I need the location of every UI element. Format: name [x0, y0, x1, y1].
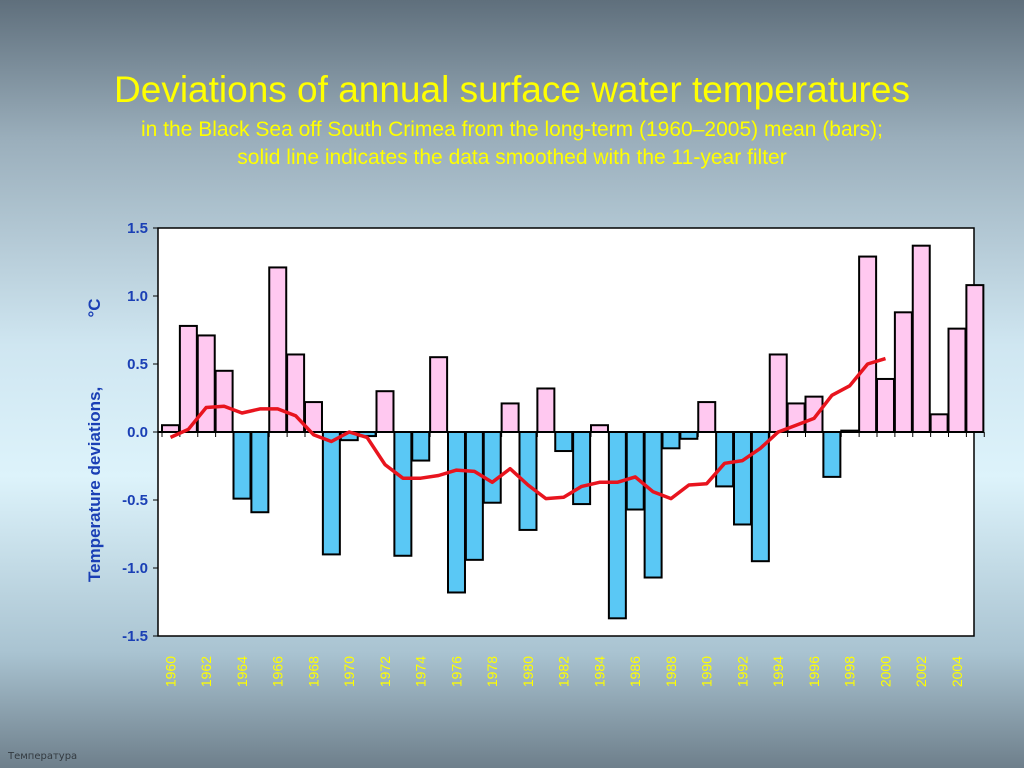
- bar-1991: [715, 431, 735, 488]
- y-tick-label: -0.5: [122, 492, 148, 509]
- bar-series: [161, 244, 985, 620]
- bar-1965: [250, 431, 270, 514]
- bar-1964: [232, 431, 252, 500]
- x-tick-label: 1962: [198, 656, 214, 687]
- bar-1981: [536, 387, 556, 434]
- y-tick-label: -1.0: [122, 560, 148, 577]
- bar-1976: [447, 431, 466, 594]
- bar-2005: [965, 284, 985, 433]
- footer-label: Температура: [8, 751, 78, 762]
- x-axis-ticks: 1960 1962 1964 1966 1968 1970 1972 1974 1976 1978…: [163, 656, 966, 687]
- bar-1975: [429, 356, 449, 434]
- bar-1983: [572, 431, 592, 506]
- x-tick-label: 1986: [627, 656, 643, 687]
- bar-1984: [590, 424, 609, 434]
- y-tick-label: 0.0: [127, 424, 148, 441]
- y-tick-label: 0.5: [127, 356, 148, 373]
- x-tick-label: 1970: [341, 656, 357, 687]
- x-tick-label: 1984: [592, 656, 608, 687]
- bar-2003: [929, 413, 949, 434]
- smoothed-line: [169, 356, 887, 501]
- x-tick-label: 1998: [842, 656, 858, 687]
- bar-2001: [893, 311, 913, 434]
- x-tick-label: 1964: [234, 656, 250, 687]
- bar-1979: [500, 402, 520, 434]
- x-tick-label: 1966: [270, 656, 286, 687]
- bar-1986: [625, 431, 645, 511]
- x-tick-label: 1988: [663, 656, 679, 687]
- subtitle-line-2: solid line indicates the data smoothed w…: [237, 146, 787, 169]
- bar-1997: [822, 431, 842, 478]
- x-tick-label: 1960: [163, 656, 179, 687]
- y-axis-label: Temperature deviations, °C: [85, 298, 104, 582]
- y-axis-ticks: 1.5 1.0 0.5 0.0 -0.5 -1.0 -1.5: [122, 220, 158, 645]
- y-tick-label: -1.5: [122, 628, 148, 645]
- x-tick-label: 2004: [949, 656, 965, 687]
- bar-1996: [804, 395, 824, 434]
- bar-1962: [196, 334, 216, 433]
- bar-1990: [697, 401, 717, 433]
- bar-1961: [178, 324, 198, 434]
- bar-2002: [911, 244, 931, 433]
- x-tick-label: 1994: [770, 656, 786, 687]
- x-tick-label: 1982: [556, 656, 572, 687]
- bar-1972: [375, 390, 395, 434]
- x-tick-label: 2002: [913, 656, 929, 687]
- bar-1969: [321, 431, 341, 556]
- x-tick-label: 1990: [699, 656, 715, 687]
- chart-title: Deviations of annual surface water tempe…: [114, 69, 910, 110]
- bar-1977: [464, 431, 484, 561]
- bar-1963: [214, 369, 234, 433]
- x-tick-label: 2000: [878, 656, 894, 687]
- x-tick-label: 1976: [449, 656, 465, 687]
- x-tick-label: 1978: [484, 656, 500, 687]
- y-axis-label-unit: °C: [85, 298, 104, 317]
- x-tick-label: 1974: [413, 656, 429, 687]
- bar-1987: [643, 431, 663, 579]
- x-tick-label: 1968: [306, 656, 322, 687]
- bar-1960: [161, 424, 180, 434]
- chart-subtitle: in the Black Sea off South Crimea from t…: [0, 116, 1024, 172]
- bar-1974: [411, 431, 431, 462]
- bar-2000: [876, 377, 895, 433]
- y-tick-label: 1.0: [127, 288, 148, 305]
- x-tick-label: 1992: [735, 656, 751, 687]
- bar-1992: [733, 431, 752, 526]
- bar-1994: [768, 353, 788, 434]
- x-tick-label: 1980: [520, 656, 536, 687]
- bar-1999: [858, 255, 878, 433]
- x-tick-label: 1996: [806, 656, 822, 687]
- bar-1978: [482, 431, 502, 504]
- bar-1973: [393, 431, 413, 557]
- bar-2004: [947, 327, 967, 434]
- bar-1988: [661, 431, 681, 450]
- y-axis-label-main: Temperature deviations,: [85, 387, 104, 582]
- bar-1989: [679, 431, 699, 440]
- bar-1982: [554, 431, 574, 453]
- subtitle-line-1: in the Black Sea off South Crimea from t…: [141, 118, 883, 141]
- y-tick-label: 1.5: [127, 220, 148, 237]
- bar-1985: [607, 431, 627, 620]
- x-tick-label: 1972: [377, 656, 393, 687]
- x-tick-marks: [161, 432, 985, 437]
